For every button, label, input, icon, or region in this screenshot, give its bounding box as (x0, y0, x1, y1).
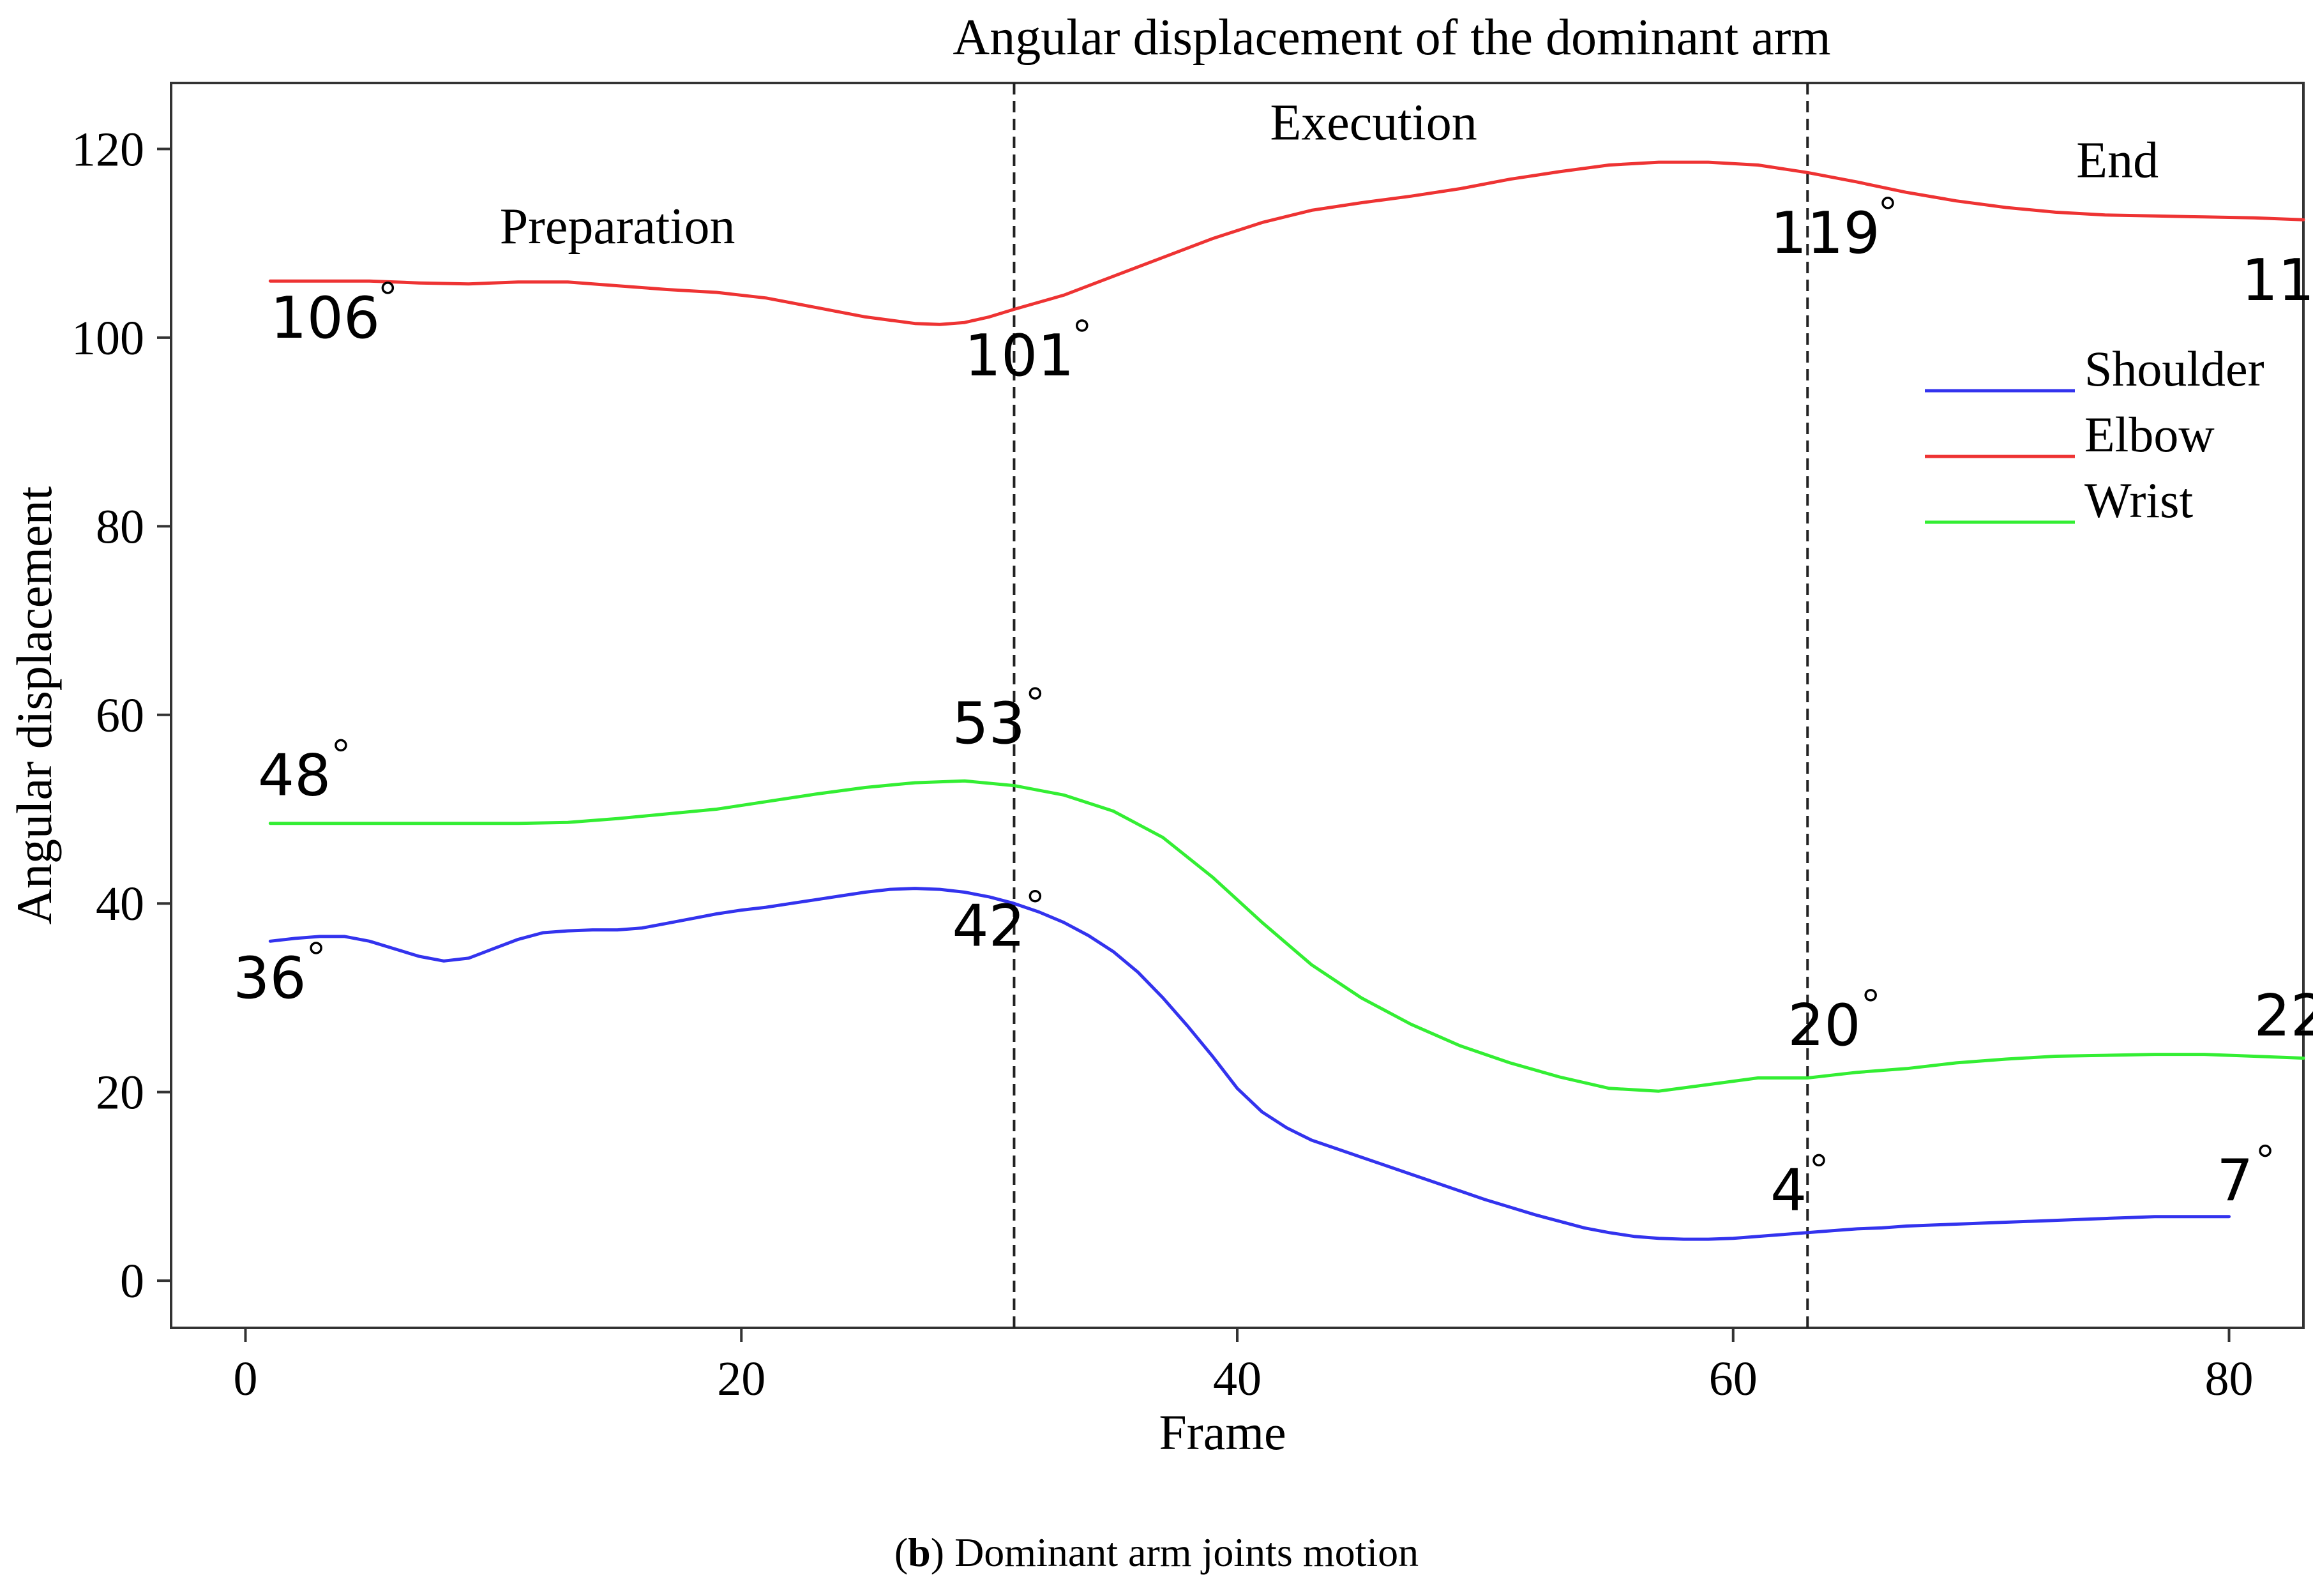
phase-labels: Preparation Execution End (500, 95, 2159, 255)
degree-symbol (2259, 1144, 2272, 1157)
x-axis-label: Frame (1159, 1404, 1286, 1460)
y-tick-label: 80 (96, 500, 144, 553)
annotation-label: 20 (1788, 992, 1861, 1059)
degree-symbol (381, 282, 395, 294)
caption-text: Dominant arm joints motion (954, 1530, 1419, 1575)
figure-caption: (b) Dominant arm joints motion (894, 1530, 1419, 1575)
plot-frame (170, 82, 2305, 1329)
x-tick-label: 80 (2204, 1352, 2253, 1406)
y-tick-label: 40 (96, 877, 144, 931)
y-axis-label: Angular displacement (6, 486, 62, 924)
y-tick-label: 100 (72, 312, 144, 365)
annotation-label: 36 (233, 945, 306, 1012)
legend-label-wrist: Wrist (2084, 472, 2193, 528)
degree-symbol (1881, 197, 1894, 209)
annotation-label: 53 (952, 690, 1025, 757)
degree-symbol (1028, 889, 1042, 903)
annotation-label: 111 (2241, 247, 2313, 314)
series-line-shoulder (268, 887, 2231, 1241)
annotation-label: 101 (965, 322, 1074, 389)
x-tick-label: 60 (1709, 1352, 1758, 1406)
degree-symbol (1028, 687, 1042, 700)
point-annotations: 106 101 119 111 48 53 36 42 20 4 22 7 (233, 197, 2313, 1224)
legend-label-elbow: Elbow (2084, 407, 2215, 462)
degree-symbol (335, 739, 347, 752)
y-tick-label: 120 (72, 123, 144, 176)
annotation-label: 4 (1770, 1157, 1807, 1224)
series-lines (268, 160, 2305, 1241)
x-tick-label: 40 (1213, 1352, 1262, 1406)
chart-title: Angular displacement of the dominant arm (953, 10, 1830, 66)
y-tick-label: 0 (120, 1254, 144, 1308)
y-tick-label: 60 (96, 689, 144, 742)
degree-symbol (1812, 1154, 1825, 1167)
phase-label-execution: Execution (1270, 95, 1477, 151)
phase-label-preparation: Preparation (500, 199, 735, 255)
series-line-elbow (268, 160, 2305, 326)
degree-symbol (1864, 989, 1877, 1002)
caption-label: b (908, 1530, 931, 1575)
x-tick-label: 0 (234, 1352, 258, 1406)
series-line-wrist (268, 779, 2305, 1093)
legend: Shoulder Elbow Wrist (1925, 341, 2264, 528)
annotation-label: 7 (2217, 1148, 2253, 1215)
axis-ticks: 0 20 40 60 80 100 120 0 20 40 60 80 (72, 123, 2253, 1406)
annotation-label: 22 (2254, 982, 2313, 1050)
phase-label-end: End (2076, 133, 2159, 189)
degree-symbol (1076, 319, 1089, 332)
degree-symbol (310, 942, 322, 954)
phase-dividers (1013, 83, 1809, 1328)
annotation-label: 106 (270, 285, 380, 352)
x-tick-label: 20 (717, 1352, 765, 1406)
annotation-label: 42 (952, 893, 1025, 960)
y-tick-label: 20 (96, 1066, 144, 1120)
annotation-label: 48 (258, 742, 331, 809)
annotation-label: 119 (1770, 200, 1880, 267)
legend-label-shoulder: Shoulder (2084, 341, 2264, 396)
